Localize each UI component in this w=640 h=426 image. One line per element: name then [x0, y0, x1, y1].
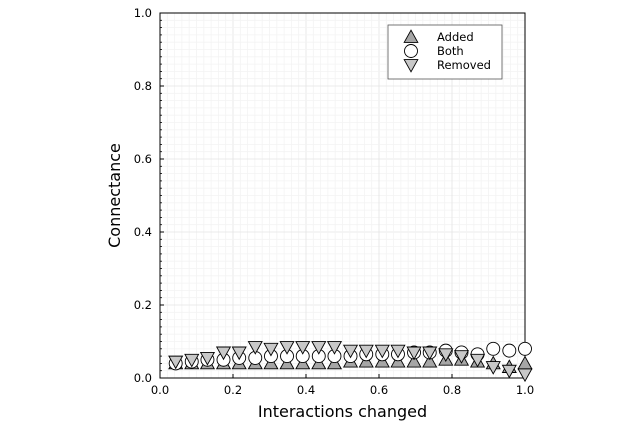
point-removed — [517, 368, 533, 383]
point-removed — [342, 344, 359, 359]
y-tick-label: 0.8 — [134, 79, 152, 93]
x-tick-label: 0.6 — [370, 383, 388, 397]
point-removed — [279, 341, 295, 355]
tick-labels: 0.00.0 0.2 0.2 0.4 0.4 0.6 0.6 0.8 0.8 1.0 1.0 — [134, 6, 534, 397]
x-tick-label: 0.8 — [443, 383, 461, 397]
point-added — [406, 353, 422, 368]
data-markers — [168, 341, 533, 383]
point-removed — [453, 350, 470, 364]
point-removed — [199, 352, 216, 366]
legend-marker-added — [403, 29, 419, 43]
x-tick-label: 0.4 — [297, 383, 315, 397]
point-removed — [422, 346, 438, 361]
point-removed — [358, 344, 374, 359]
point-removed — [438, 348, 454, 363]
point-removed — [311, 341, 327, 355]
point-removed — [247, 341, 263, 355]
point-removed — [469, 353, 486, 368]
point-both — [518, 341, 532, 356]
point-removed — [215, 346, 232, 361]
legend-label-both: Both — [437, 44, 464, 58]
point-removed — [374, 344, 390, 359]
x-tick-label: 0.0 — [151, 383, 169, 397]
x-axis-title: Interactions changed — [258, 402, 427, 421]
point-removed — [406, 346, 422, 361]
point-both — [502, 343, 517, 358]
legend-marker-removed — [403, 59, 419, 73]
point-removed — [326, 341, 343, 355]
legend-marker-both — [404, 44, 418, 58]
y-tick-label: 0.6 — [134, 152, 152, 166]
legend-label-added: Added — [437, 30, 474, 44]
point-removed — [231, 346, 247, 361]
point-removed — [263, 342, 279, 357]
y-tick-label: 1.0 — [134, 6, 152, 20]
point-added — [422, 353, 438, 368]
point-removed — [184, 353, 200, 368]
point-removed — [390, 344, 406, 359]
point-both — [486, 341, 501, 356]
y-tick-label: 0.2 — [134, 298, 152, 312]
x-tick-label: 1.0 — [516, 383, 534, 397]
point-removed — [295, 341, 311, 355]
point-removed — [168, 355, 184, 370]
point-added — [517, 355, 533, 370]
point-removed — [501, 364, 517, 379]
legend-label-removed: Removed — [437, 58, 491, 72]
y-tick-label: 0.0 — [134, 371, 152, 385]
point-removed — [485, 361, 501, 375]
x-tick-label: 0.2 — [224, 383, 242, 397]
y-axis-title: Connectance — [105, 143, 124, 248]
y-tick-label: 0.4 — [134, 225, 152, 239]
axis-ticks — [159, 12, 526, 379]
